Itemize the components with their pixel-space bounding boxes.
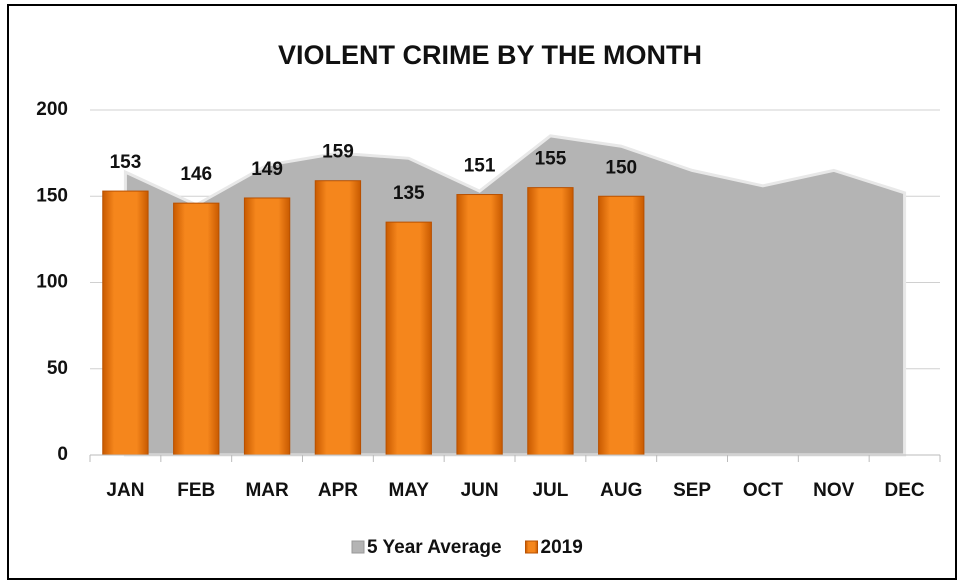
- x-tick-label: DEC: [885, 480, 925, 501]
- data-label: 153: [110, 152, 142, 173]
- legend-swatch: [525, 540, 539, 554]
- x-tick-label: JAN: [106, 480, 144, 501]
- x-tick-label: APR: [318, 480, 358, 501]
- bar: [527, 187, 574, 456]
- data-label: 151: [464, 156, 496, 177]
- legend-label: 5 Year Average: [367, 537, 502, 558]
- y-tick-label: 200: [36, 99, 68, 120]
- x-tick-label: FEB: [177, 480, 215, 501]
- legend-swatch: [351, 540, 365, 554]
- chart-title: VIOLENT CRIME BY THE MONTH: [278, 40, 702, 70]
- x-tick-label: MAR: [245, 480, 289, 501]
- x-tick-label: JUN: [461, 480, 499, 501]
- data-label: 149: [251, 159, 283, 180]
- data-label: 146: [180, 164, 212, 185]
- x-tick-label: JUL: [532, 480, 568, 501]
- data-label: 135: [393, 183, 425, 204]
- area: [123, 134, 907, 457]
- bar: [102, 190, 149, 456]
- x-tick-label: MAY: [389, 480, 430, 501]
- legend: 5 Year Average 2019: [351, 537, 583, 558]
- bar: [456, 194, 503, 456]
- bar: [598, 195, 645, 456]
- bar: [243, 197, 291, 456]
- y-tick-label: 100: [36, 272, 68, 293]
- data-label: 159: [322, 142, 354, 163]
- bar: [173, 202, 220, 456]
- legend-label: 2019: [541, 537, 583, 558]
- y-tick-label: 0: [57, 444, 68, 465]
- bar: [314, 180, 362, 456]
- y-tick-label: 150: [36, 185, 68, 206]
- x-tick-label: AUG: [600, 480, 642, 501]
- bar: [385, 221, 432, 456]
- x-tick-label: NOV: [813, 480, 855, 501]
- x-tick-label: SEP: [673, 480, 711, 501]
- y-tick-label: 50: [47, 358, 68, 379]
- data-label: 155: [535, 149, 567, 170]
- x-tick-label: OCT: [743, 480, 784, 501]
- data-label: 150: [605, 157, 637, 178]
